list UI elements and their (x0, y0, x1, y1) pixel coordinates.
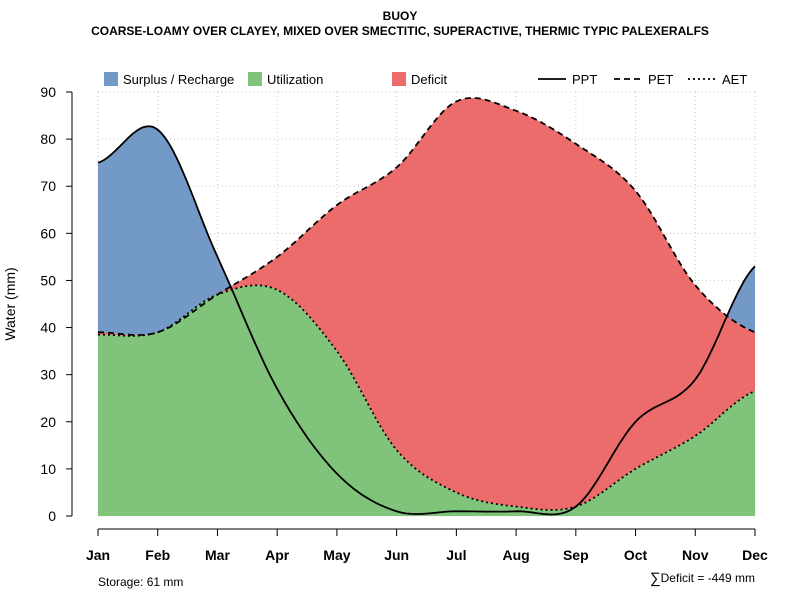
ppt-line (97, 125, 756, 516)
x-tick-label: Jan (86, 547, 110, 563)
chart-subtitle: COARSE-LOAMY OVER CLAYEY, MIXED OVER SME… (91, 24, 709, 38)
x-tick-label: Sep (563, 547, 589, 563)
y-tick-label: 40 (40, 320, 56, 336)
series-lines (97, 97, 756, 516)
legend: Surplus / Recharge Utilization Deficit PPT P… (104, 72, 747, 87)
legend-label-surplus: Surplus / Recharge (123, 72, 234, 87)
y-axis-label: Water (mm) (2, 267, 18, 340)
y-tick-label: 90 (40, 84, 56, 100)
y-tick-label: 50 (40, 272, 56, 288)
chart-title: BUOY (382, 9, 418, 23)
storage-note: Storage: 61 mm (98, 575, 184, 589)
legend-swatch-surplus (104, 72, 118, 86)
x-tick-label: Apr (265, 547, 290, 563)
legend-text-pet: PET (648, 72, 673, 87)
area-fills (98, 97, 755, 516)
legend-text-aet: AET (722, 72, 747, 87)
legend-label-utilization: Utilization (267, 72, 323, 87)
legend-label-deficit: Deficit (411, 72, 448, 87)
x-tick-label: Jul (446, 547, 466, 563)
y-tick-label: 30 (40, 367, 56, 383)
x-tick-label: May (323, 547, 350, 563)
x-tick-label: Mar (205, 547, 230, 563)
deficit-total: ∑Deficit = -449 mm (650, 570, 755, 587)
utilization-area (98, 285, 755, 516)
x-tick-label: Jun (384, 547, 409, 563)
deficit-text: Deficit = -449 mm (660, 571, 755, 585)
sigma-symbol: ∑ (649, 570, 661, 587)
legend-swatch-utilization (248, 72, 262, 86)
x-tick-label: Aug (502, 547, 529, 563)
x-tick-label: Dec (742, 547, 768, 563)
y-tick-label: 80 (40, 131, 56, 147)
x-tick-label: Feb (145, 547, 170, 563)
y-tick-label: 0 (48, 508, 56, 524)
x-tick-label: Nov (682, 547, 709, 563)
y-tick-label: 20 (40, 414, 56, 430)
y-tick-label: 60 (40, 225, 56, 241)
y-tick-label: 10 (40, 461, 56, 477)
legend-swatch-deficit (392, 72, 406, 86)
surplus-area (98, 97, 755, 336)
axes: 0 10 20 30 40 50 60 70 80 90 Jan Feb Mar Apr May Jun Jul… (2, 84, 768, 563)
deficit-area (98, 97, 755, 511)
x-tick-label: Oct (624, 547, 648, 563)
y-tick-label: 70 (40, 178, 56, 194)
legend-text-ppt: PPT (572, 72, 597, 87)
pet-line (98, 97, 756, 337)
